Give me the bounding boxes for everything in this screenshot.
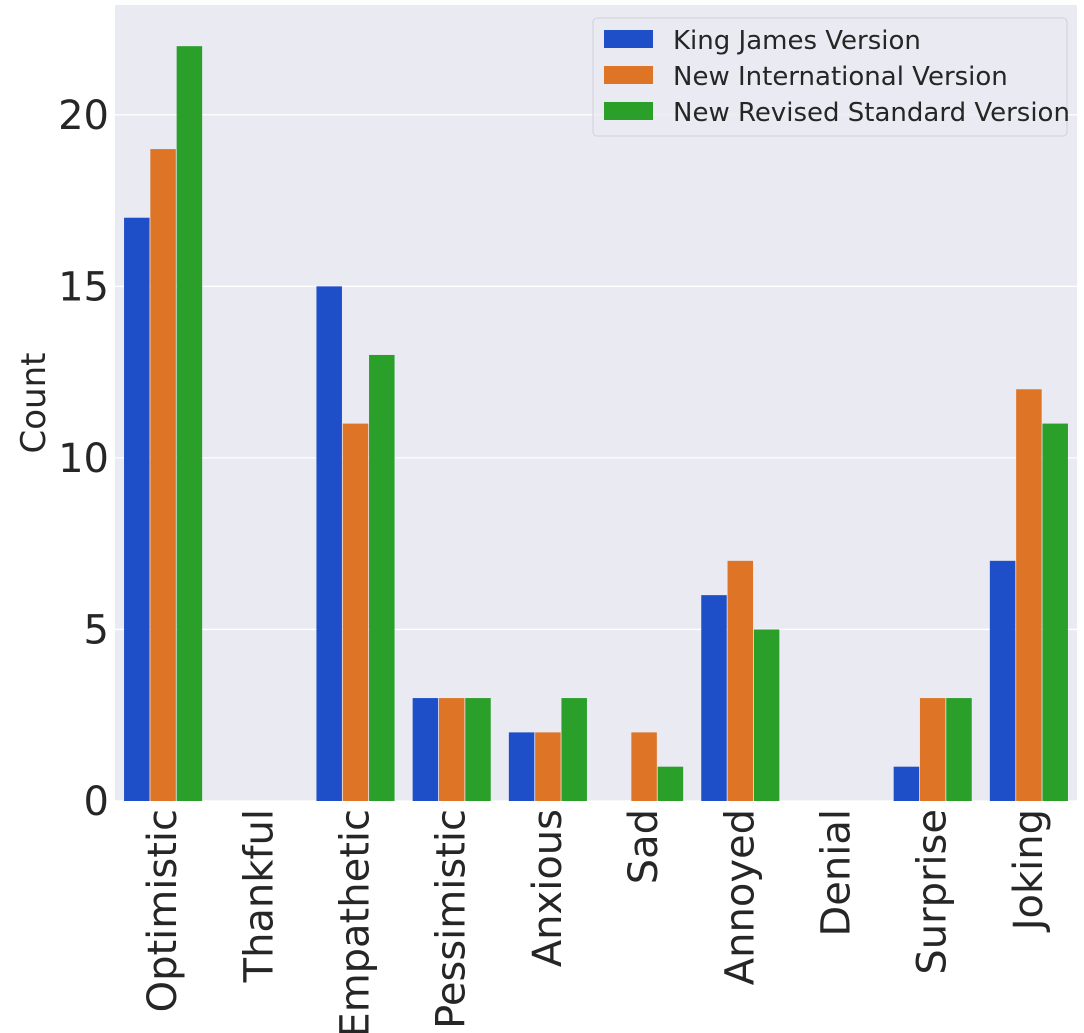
bar <box>893 766 920 801</box>
bar <box>657 766 684 801</box>
x-tick-label: Joking <box>1006 809 1052 933</box>
bar <box>412 698 439 801</box>
bar <box>989 560 1016 801</box>
legend-box <box>592 17 1068 137</box>
bar <box>535 732 561 801</box>
y-axis-label: Count <box>14 353 54 454</box>
plot-area <box>115 5 1077 801</box>
legend-swatch <box>604 30 653 48</box>
bar <box>561 698 587 801</box>
x-axis-ticks: Optimistic Thankful Empathetic Pessimistic A… <box>140 809 1052 1033</box>
bar <box>946 698 972 801</box>
x-tick-label: Optimistic <box>140 809 186 1012</box>
bar <box>438 698 465 801</box>
y-tick-label: 20 <box>58 93 109 139</box>
x-tick-label: Sad <box>621 809 667 884</box>
legend-swatch <box>604 66 653 84</box>
bar <box>176 46 203 801</box>
bar <box>150 149 176 801</box>
x-tick-label: Empathetic <box>333 809 379 1033</box>
bar <box>631 732 657 801</box>
y-axis-ticks: 0 5 10 15 20 <box>58 93 109 825</box>
bar <box>465 698 491 801</box>
bar <box>1016 389 1042 801</box>
x-tick-label: Thankful <box>236 809 282 983</box>
bar <box>701 595 727 801</box>
bar <box>369 354 395 801</box>
legend-label: New Revised Standard Version <box>673 98 1070 128</box>
bar <box>342 423 369 801</box>
y-tick-label: 0 <box>84 779 109 825</box>
legend: King James Version New International Vers… <box>592 17 1070 137</box>
legend-swatch <box>604 102 653 120</box>
y-tick-label: 10 <box>58 436 109 482</box>
legend-label: New International Version <box>673 62 1008 92</box>
bar <box>1042 423 1068 801</box>
y-tick-label: 15 <box>58 264 109 310</box>
x-tick-label: Annoyed <box>717 809 763 985</box>
bars <box>124 46 1068 802</box>
bar <box>727 560 754 801</box>
bar <box>919 698 946 801</box>
x-tick-label: Pessimistic <box>429 809 475 1029</box>
x-tick-label: Denial <box>814 809 860 937</box>
bar <box>124 217 150 802</box>
bar <box>316 286 342 801</box>
legend-label: King James Version <box>673 26 921 56</box>
x-tick-label: Surprise <box>910 809 956 975</box>
y-tick-label: 5 <box>84 607 109 653</box>
bar <box>508 732 535 801</box>
x-tick-label: Anxious <box>525 809 571 967</box>
bar <box>753 629 780 801</box>
